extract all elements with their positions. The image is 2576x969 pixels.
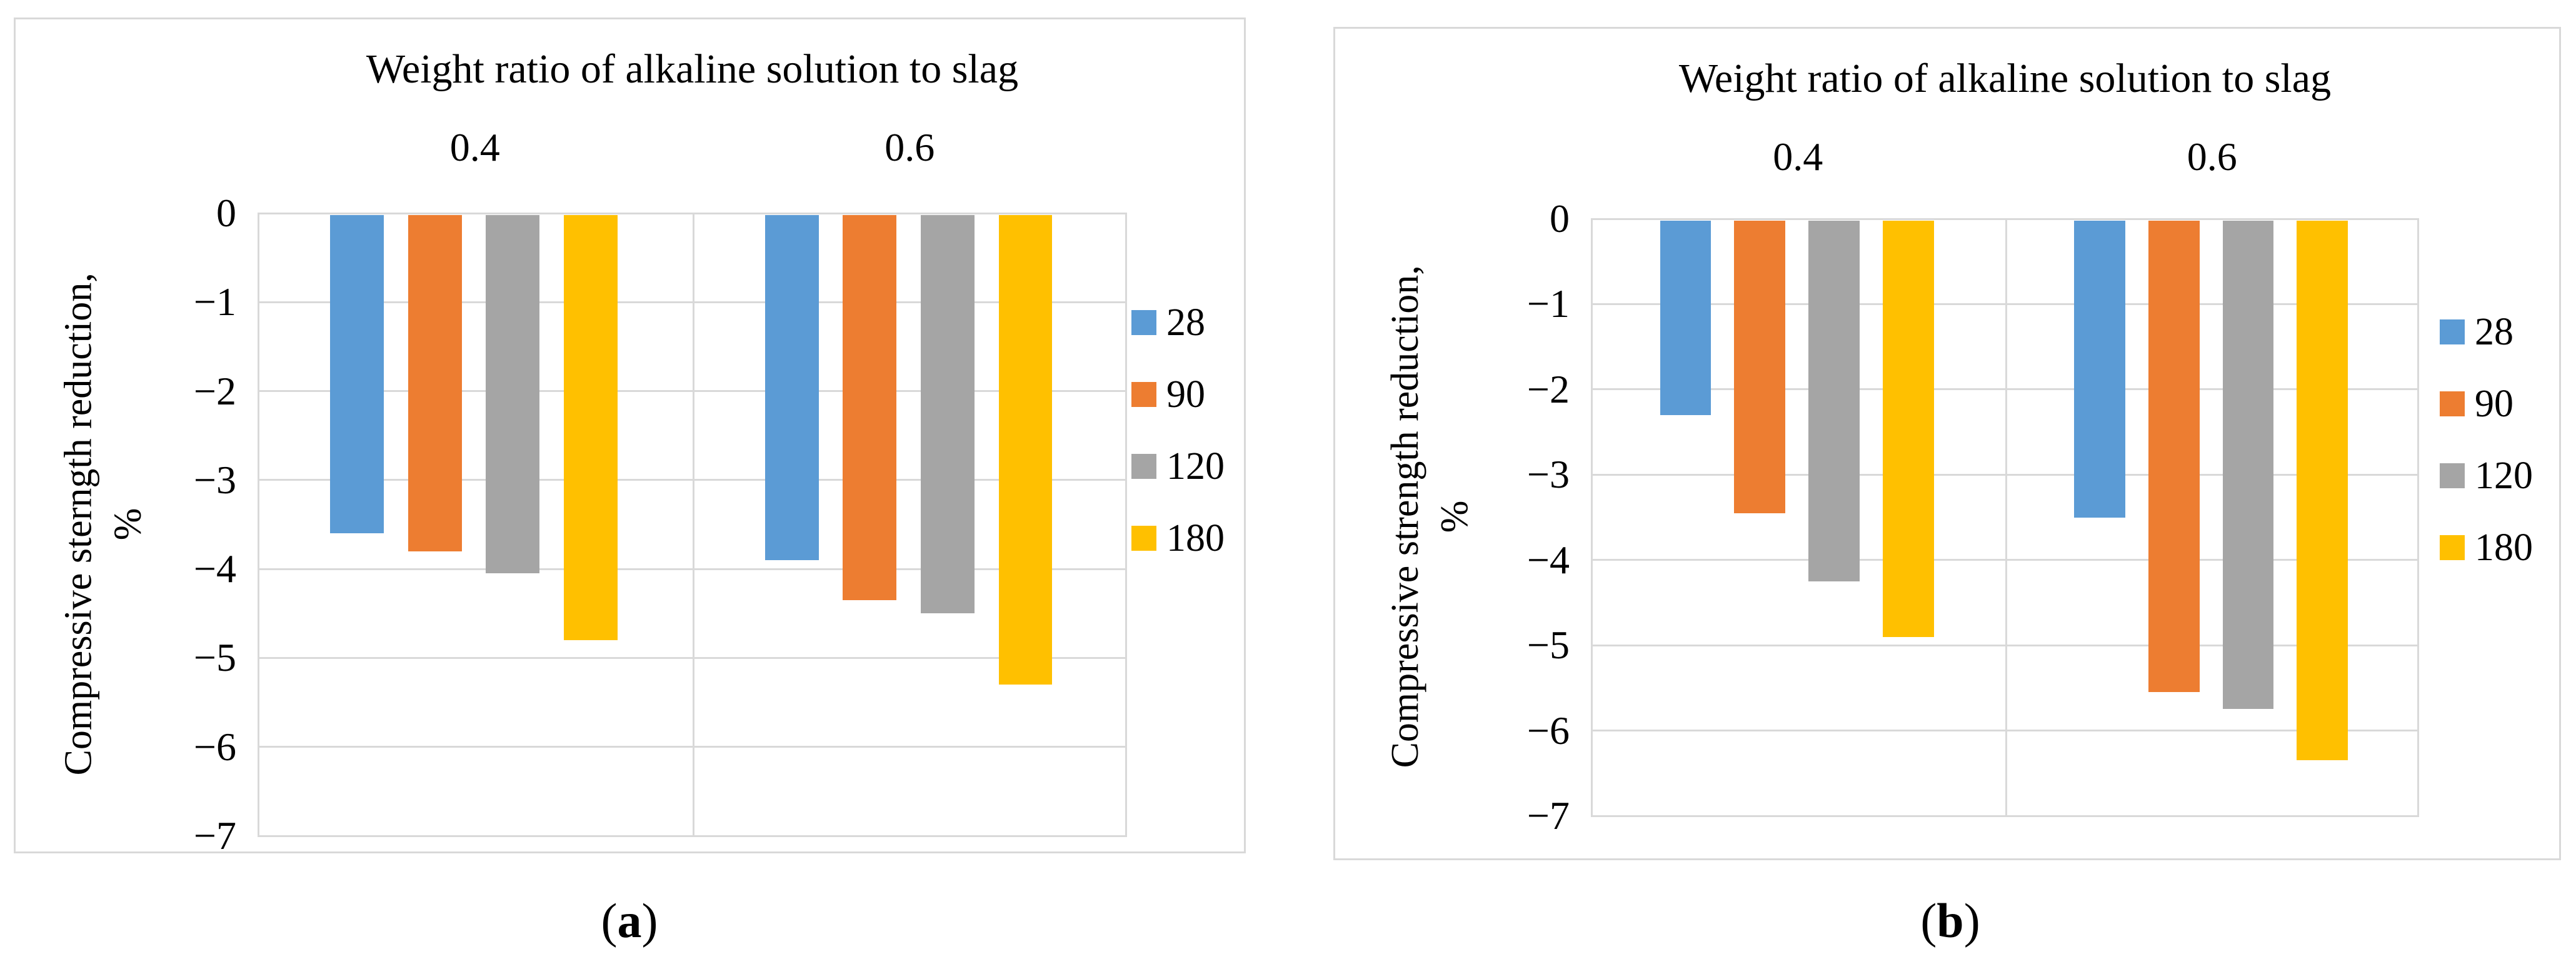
chart-title: Weight ratio of alkaline solution to sla…: [366, 46, 1019, 92]
bar-120-0.6: [2222, 221, 2274, 710]
legend-swatch-28: [2440, 319, 2465, 344]
legend-item: 180: [2440, 526, 2533, 570]
chart-title: Weight ratio of alkaline solution to sla…: [1678, 56, 2332, 101]
y-tick-label: −7: [193, 813, 236, 858]
legend-item: 90: [1131, 373, 1205, 416]
y-tick-label: −2: [1526, 366, 1570, 411]
bar-90-0.4: [408, 215, 462, 551]
y-tick-label: −3: [193, 457, 236, 502]
y-axis-title-line1: Compressive sterngth reduction,: [57, 273, 100, 776]
bar-90-0.6: [843, 215, 897, 600]
category-label: 0.4: [1773, 134, 1823, 179]
legend-swatch-120: [2440, 463, 2465, 488]
bar-28-0.4: [1660, 221, 1711, 415]
y-axis-title-line1: Compressive strength reduction,: [1383, 265, 1426, 768]
y-tick-label: −7: [1526, 793, 1570, 838]
y-tick-label: 0: [216, 191, 236, 235]
legend-item: 120: [2440, 454, 2533, 498]
plot-right-border: [2417, 219, 2419, 816]
bar-90-0.4: [1734, 221, 1786, 513]
caption-letter: a: [617, 893, 642, 948]
caption-close-paren: ): [641, 893, 658, 948]
bar-180-0.6: [998, 215, 1053, 685]
legend-label: 28: [1166, 301, 1205, 344]
legend-item: 120: [1131, 444, 1225, 488]
bar-180-0.4: [564, 215, 618, 640]
bar-90-0.6: [2148, 221, 2200, 693]
y-tick-label: −1: [193, 279, 236, 324]
gridline: [258, 835, 1127, 837]
chart-panel-a: Weight ratio of alkaline solution to sla…: [14, 18, 1246, 858]
y-tick-label: 0: [1550, 196, 1570, 241]
category-divider: [2005, 219, 2007, 816]
plot-left-border: [1591, 219, 1593, 816]
figure-caption-a: (a): [601, 893, 658, 949]
caption-open-paren: (: [601, 893, 618, 948]
bar-28-0.4: [330, 215, 384, 534]
plot-right-border: [1125, 213, 1127, 836]
zero-axis-line: [1591, 218, 2419, 220]
chart-panel-b: Weight ratio of alkaline solution to sla…: [1333, 27, 2561, 860]
legend-label: 120: [2475, 454, 2533, 497]
y-tick-label: −2: [193, 368, 236, 413]
legend-item: 180: [1131, 516, 1225, 560]
bar-120-0.4: [1808, 221, 1860, 581]
y-tick-label: −3: [1526, 452, 1570, 497]
zero-axis-line: [258, 212, 1127, 214]
legend-label: 180: [2475, 526, 2533, 569]
bar-180-0.4: [1882, 221, 1934, 637]
legend-swatch-28: [1131, 310, 1156, 335]
caption-open-paren: (: [1920, 893, 1937, 948]
gridline: [1591, 815, 2419, 817]
bar-28-0.6: [764, 215, 819, 560]
y-tick-label: −4: [1526, 537, 1570, 582]
category-label: 0.6: [885, 125, 935, 169]
y-tick-label: −6: [193, 724, 236, 769]
y-tick-label: −6: [1526, 708, 1570, 753]
legend-label: 90: [2475, 383, 2513, 425]
bar-120-0.6: [920, 215, 975, 614]
y-tick-label: −4: [193, 546, 236, 591]
legend-swatch-180: [2440, 535, 2465, 560]
bar-180-0.6: [2297, 221, 2348, 761]
y-tick-label: −1: [1526, 281, 1570, 326]
legend-item: 90: [2440, 382, 2513, 426]
bar-120-0.4: [486, 215, 540, 574]
category-divider: [692, 213, 694, 836]
bar-28-0.6: [2074, 221, 2125, 518]
y-tick-label: −5: [193, 635, 236, 680]
legend-swatch-120: [1131, 454, 1156, 479]
legend-item: 28: [2440, 310, 2513, 354]
legend-label: 120: [1166, 445, 1225, 488]
category-label: 0.6: [2187, 134, 2237, 179]
legend-label: 90: [1166, 373, 1205, 416]
legend-item: 28: [1131, 301, 1205, 344]
legend-swatch-90: [2440, 391, 2465, 416]
legend-swatch-180: [1131, 526, 1156, 551]
plot-left-border: [258, 213, 259, 836]
legend-label: 180: [1166, 517, 1225, 560]
legend-label: 28: [2475, 311, 2513, 353]
caption-close-paren: ): [1963, 893, 1980, 948]
y-tick-label: −5: [1526, 623, 1570, 668]
category-label: 0.4: [449, 125, 500, 169]
figure-caption-b: (b): [1920, 893, 1980, 949]
caption-letter: b: [1937, 893, 1964, 948]
legend-swatch-90: [1131, 382, 1156, 407]
